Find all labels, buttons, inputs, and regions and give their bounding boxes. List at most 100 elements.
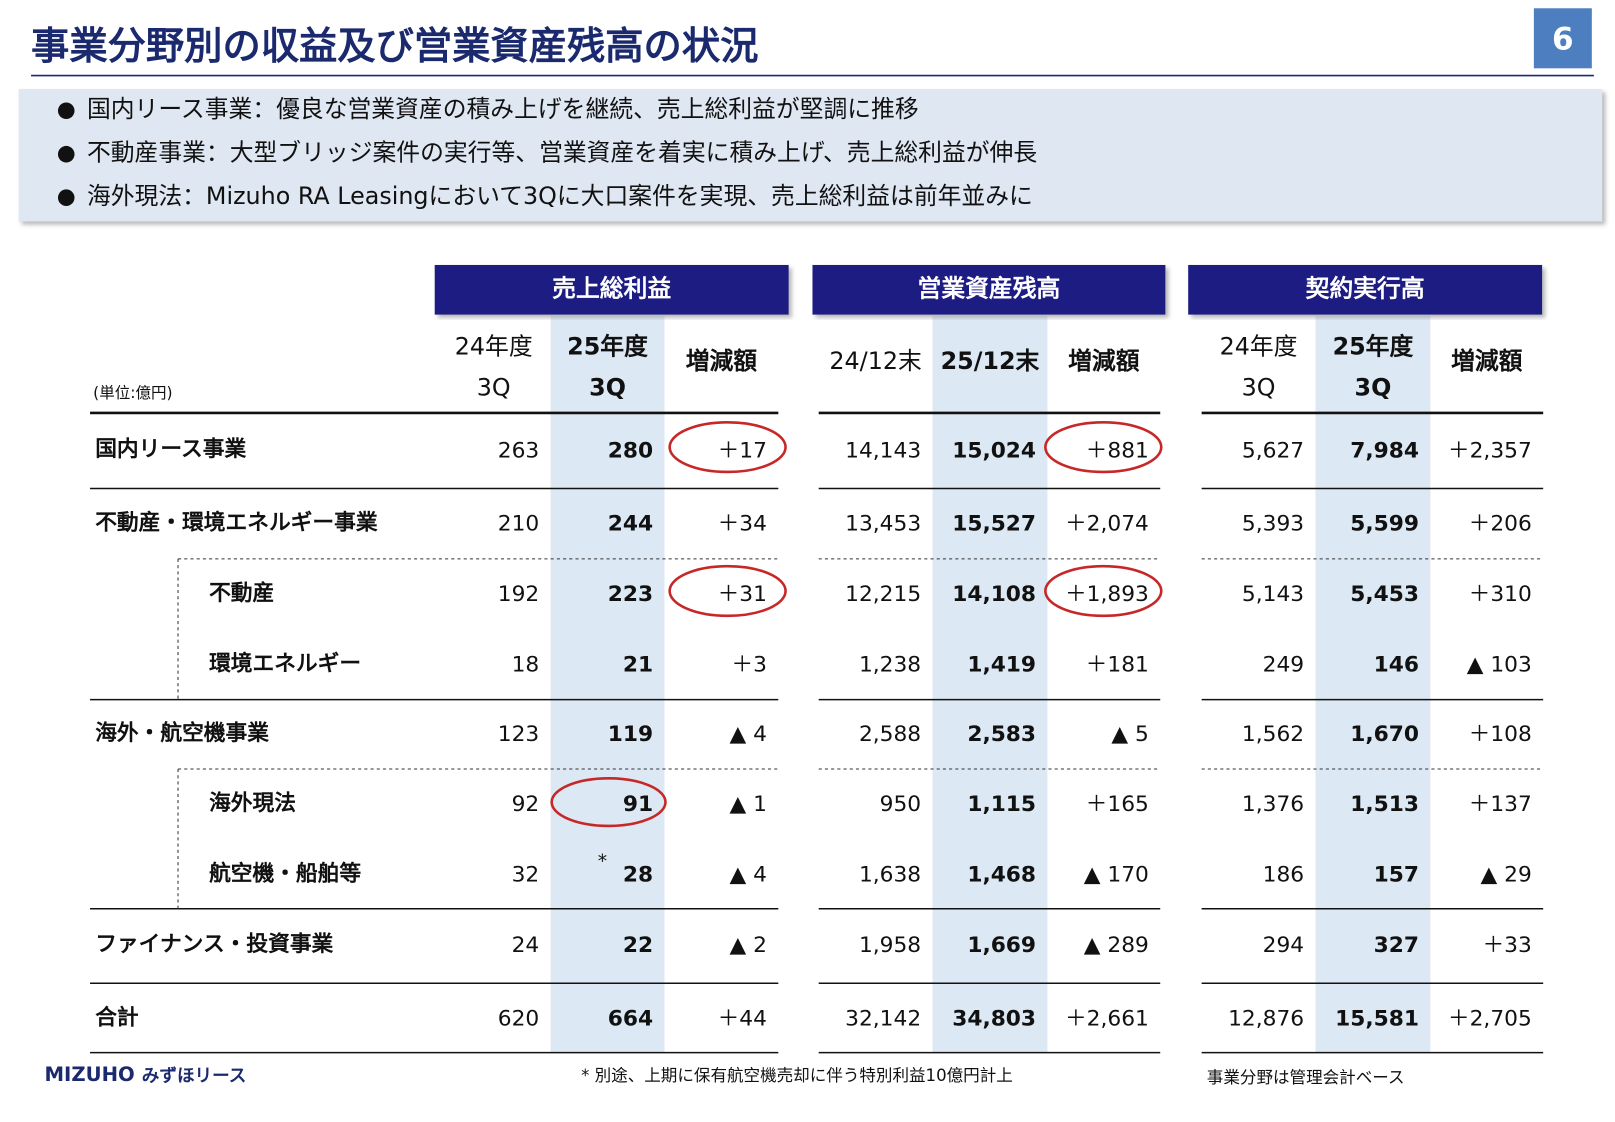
cell: ＋2,357: [1448, 438, 1532, 463]
bullet-box: [18, 89, 1603, 222]
cell: ＋3: [731, 653, 767, 678]
cell: 244: [608, 512, 653, 537]
cell: 5,143: [1242, 582, 1304, 607]
cell: ＋31: [718, 582, 767, 607]
cell-note: *: [598, 852, 607, 873]
row-label: 海外・航空機事業: [95, 720, 269, 746]
cell: 21: [623, 653, 653, 678]
cell: 12,215: [845, 582, 921, 607]
cell: ▲ 103: [1467, 653, 1532, 678]
cell: 32: [512, 863, 540, 888]
cell: 5,599: [1350, 512, 1419, 537]
bullet-dot: [57, 145, 75, 163]
cell: 15,527: [952, 512, 1036, 537]
circle: [1044, 564, 1163, 618]
row-label: 不動産: [209, 580, 274, 606]
column-header: 増減額: [686, 347, 758, 375]
cell: 5,453: [1350, 582, 1419, 607]
row-label: 国内リース事業: [95, 436, 246, 462]
cell: 620: [498, 1006, 539, 1031]
cell: 12,876: [1228, 1006, 1304, 1031]
page-number: 6: [1552, 21, 1574, 57]
cell: 186: [1263, 863, 1304, 888]
cell: 1,513: [1350, 792, 1419, 817]
cell: 1,468: [967, 863, 1036, 888]
highlights: [550, 420, 1163, 828]
cell: 157: [1374, 863, 1419, 888]
column-header: 増減額: [1451, 347, 1523, 375]
cell: 91: [623, 792, 653, 817]
cell: 123: [498, 722, 539, 747]
bullet-dot: [57, 102, 75, 120]
column-header: 25年度: [1333, 332, 1414, 360]
cell: 32,142: [845, 1006, 921, 1031]
unit: (単位:億円): [93, 384, 172, 402]
cell: 1,670: [1350, 722, 1419, 747]
cell: 14,108: [952, 582, 1036, 607]
group-header: [812, 264, 1166, 315]
cell: ＋2,074: [1065, 512, 1149, 537]
cell: 34,803: [952, 1006, 1036, 1031]
cell: 5,627: [1242, 438, 1304, 463]
circle: [1044, 420, 1163, 474]
row-label: 合計: [95, 1004, 139, 1030]
cell: 664: [608, 1006, 653, 1031]
cell: 223: [608, 582, 653, 607]
cell: ＋44: [718, 1006, 767, 1031]
logo-name: みずほリース: [142, 1066, 247, 1086]
cell: 1,669: [967, 933, 1036, 958]
cell: 280: [608, 438, 653, 463]
cell: 263: [498, 438, 539, 463]
group-title: 契約実行高: [1306, 274, 1425, 302]
cell: 2,583: [967, 722, 1036, 747]
column-header: 増減額: [1068, 347, 1140, 375]
cell: ▲ 29: [1481, 863, 1532, 888]
cell: ▲ 5: [1111, 722, 1148, 747]
cell: 7,984: [1350, 438, 1419, 463]
cell: ＋181: [1086, 653, 1149, 678]
column-highlight: [550, 315, 665, 1053]
cell: 327: [1374, 933, 1419, 958]
note: 事業分野は管理会計ベース: [1207, 1068, 1405, 1087]
group-title: 営業資産残高: [918, 274, 1061, 302]
group-header: [1188, 264, 1543, 315]
cell: 92: [512, 792, 540, 817]
cell: 1,562: [1242, 722, 1304, 747]
cell: ▲ 4: [729, 722, 766, 747]
column-header: 3Q: [1355, 374, 1392, 402]
cell: 15,024: [952, 438, 1036, 463]
cell: 1,376: [1242, 792, 1304, 817]
row-label: 海外現法: [209, 790, 296, 816]
cell: 28: [623, 863, 653, 888]
row-label: ファイナンス・投資事業: [95, 931, 333, 957]
row-label: 環境エネルギー: [209, 650, 361, 676]
cell: ＋1,893: [1065, 582, 1149, 607]
cell: ▲ 289: [1084, 933, 1149, 958]
cell: 1,638: [859, 863, 921, 888]
cell: 1,238: [859, 653, 921, 678]
cell: 5,393: [1242, 512, 1304, 537]
column-header: 24年度: [1220, 332, 1298, 360]
column-header: 3Q: [589, 374, 626, 402]
cell: ＋165: [1086, 792, 1149, 817]
cell: 22: [623, 933, 653, 958]
column-header: 3Q: [1242, 374, 1276, 402]
cell: 1,419: [967, 653, 1036, 678]
column-header: 3Q: [477, 374, 511, 402]
cell: 13,453: [845, 512, 921, 537]
cell: ＋137: [1469, 792, 1532, 817]
cell: ＋33: [1482, 933, 1531, 958]
bullet: 海外現法：Mizuho RA Leasingにおいて3Qに大口案件を実現、売上総…: [87, 182, 1033, 210]
cell: 950: [880, 792, 921, 817]
cell: 146: [1374, 653, 1419, 678]
cell: ＋881: [1086, 438, 1149, 463]
cell: ▲ 2: [729, 933, 766, 958]
column-header: 25年度: [567, 332, 648, 360]
cell: ▲ 4: [729, 863, 766, 888]
cell: 1,958: [859, 933, 921, 958]
group-title: 売上総利益: [552, 274, 671, 302]
circle: [550, 777, 667, 828]
page-box: [1533, 8, 1592, 69]
cell: ＋206: [1469, 512, 1532, 537]
